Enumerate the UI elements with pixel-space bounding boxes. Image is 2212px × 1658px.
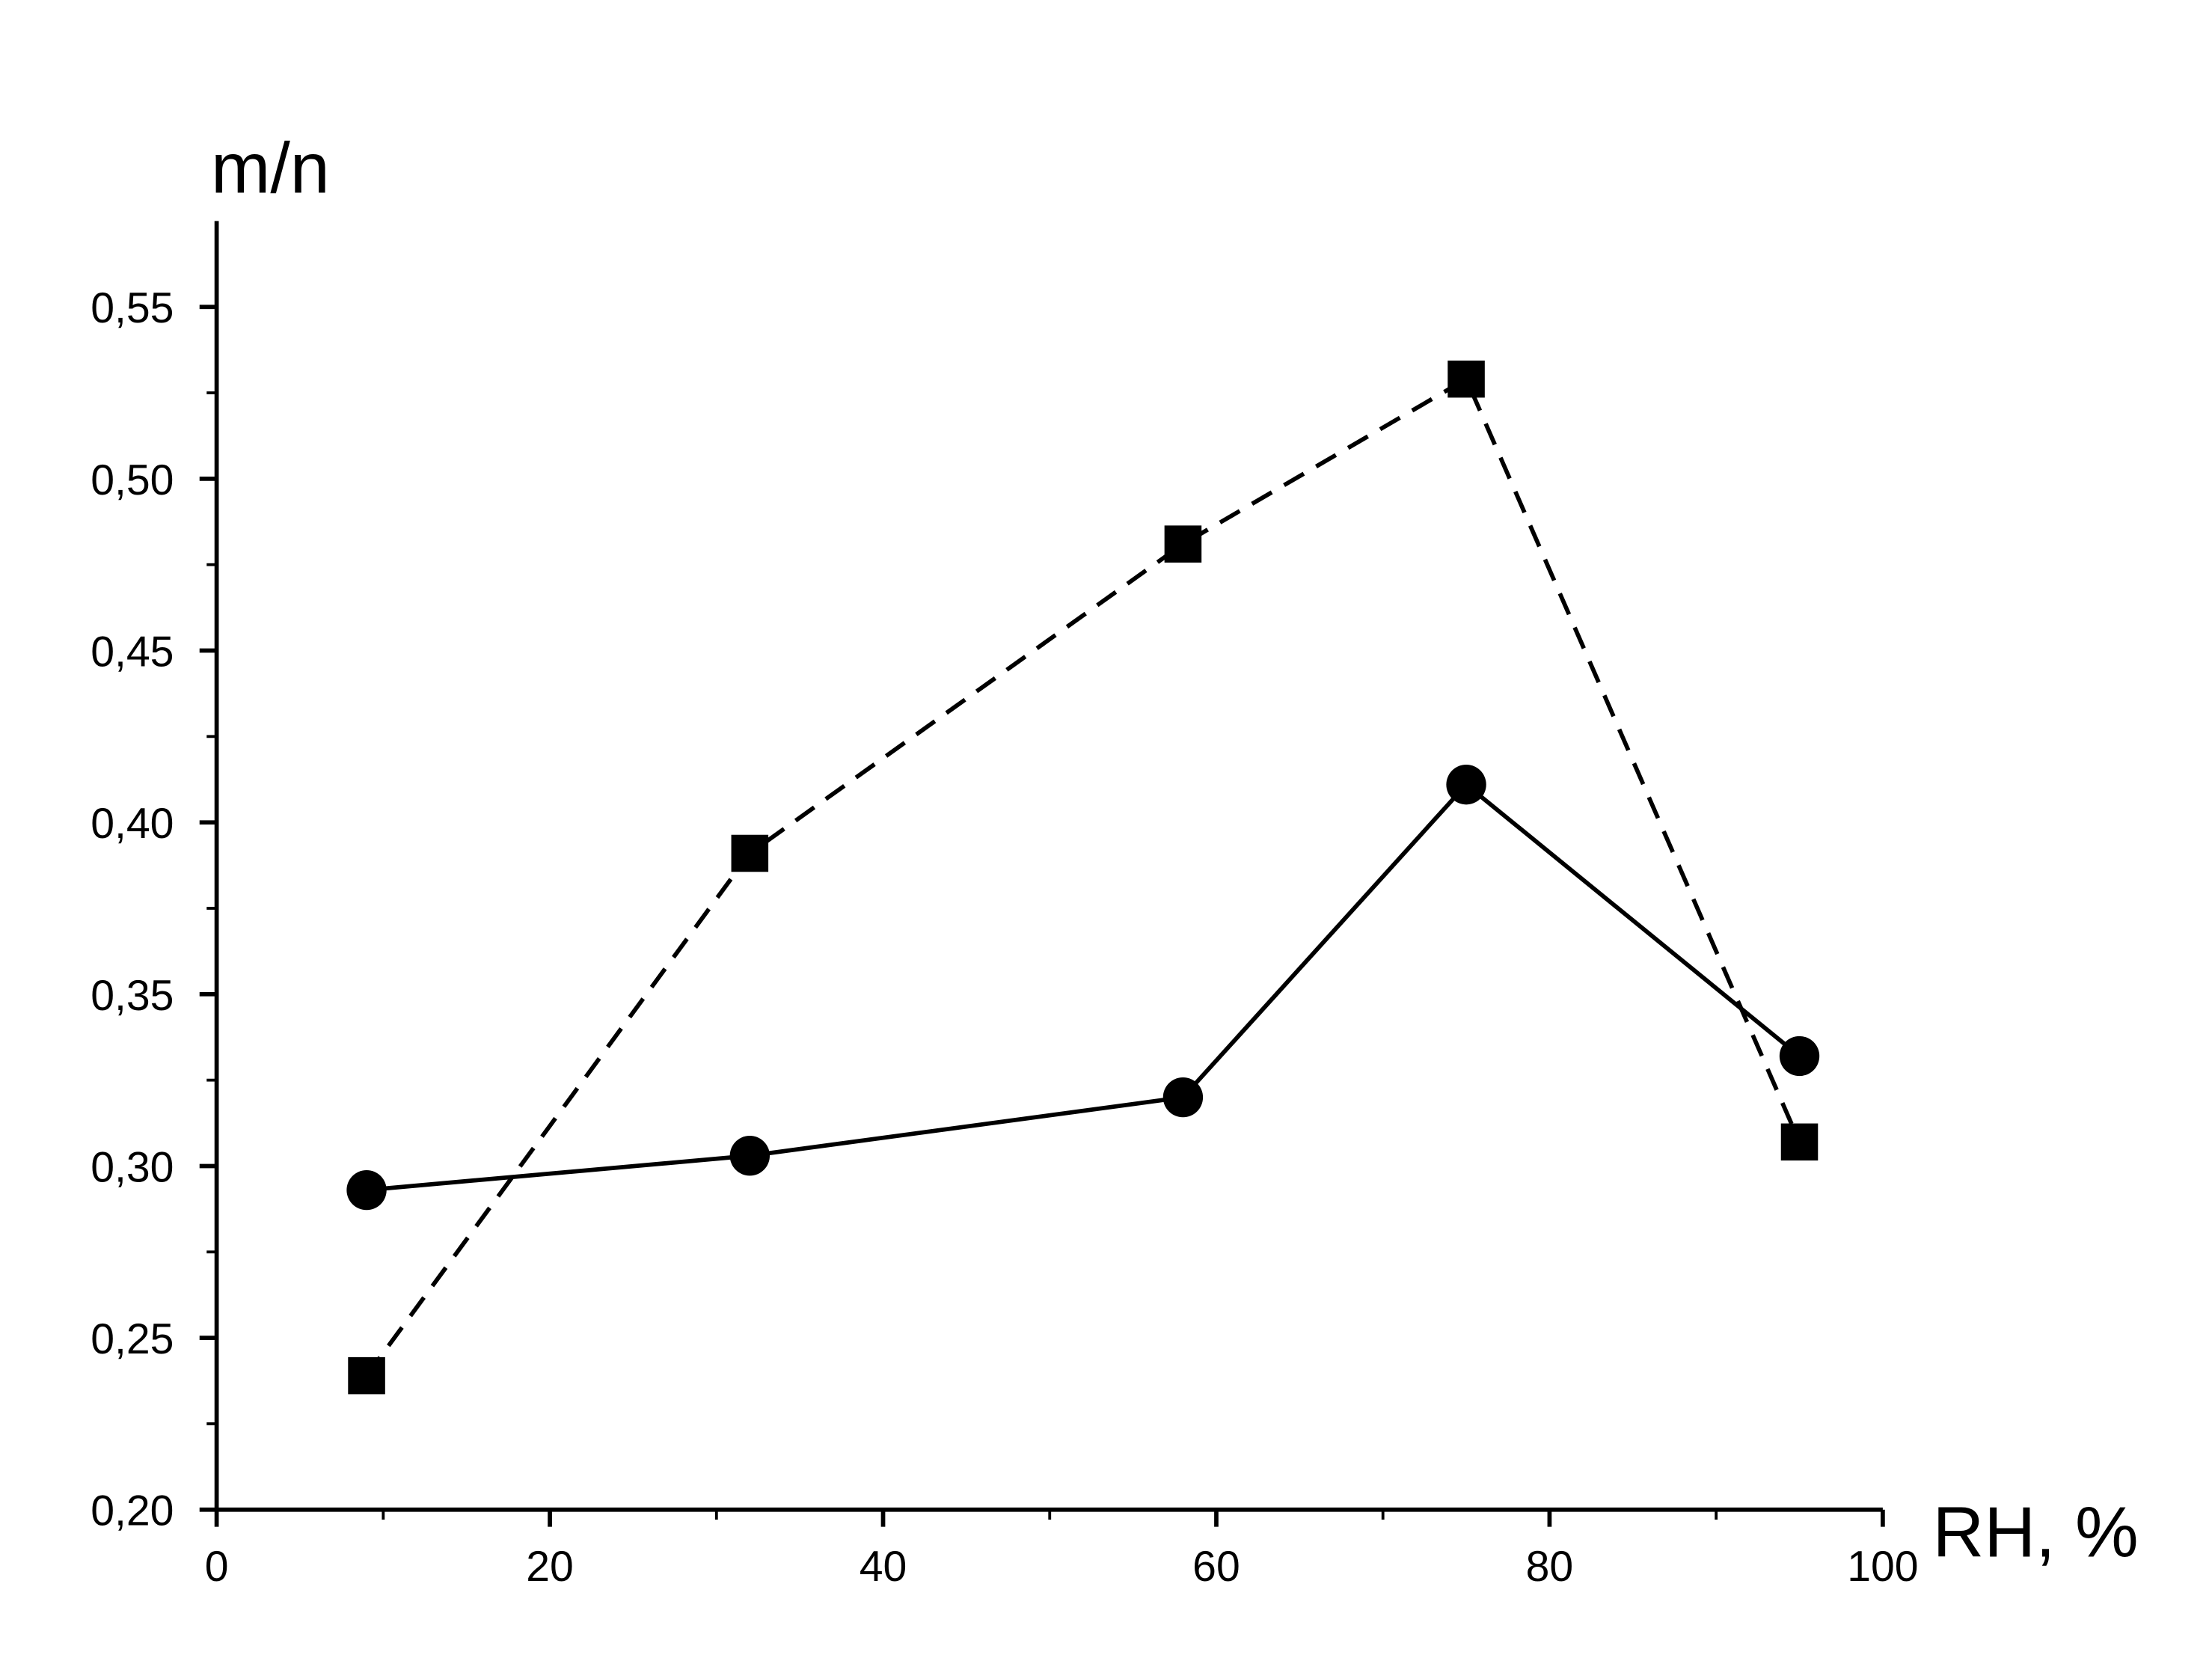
square-marker [348,1356,385,1395]
x-tick-label: 100 [1847,1543,1918,1591]
y-tick-label: 0,45 [91,628,174,676]
x-tick-label: 40 [860,1543,907,1591]
y-tick-label: 0,35 [91,972,174,1020]
x-tick-label: 0 [205,1543,229,1591]
series-line [364,376,1802,1377]
y-tick-label: 0,40 [91,800,174,848]
y-tick-label: 0,55 [91,284,174,332]
circle-marker [1162,1077,1204,1118]
x-axis-label: RH, % [1933,1493,2139,1573]
y-axis-label: m/n [211,129,330,208]
y-tick-label: 0,30 [91,1143,174,1191]
y-tick-label: 0,20 [91,1487,174,1535]
circle-marker [346,1169,387,1211]
square-marker [1164,525,1202,563]
square-marker [1780,1123,1819,1161]
x-tick-label: 80 [1526,1543,1574,1591]
series-line [366,781,1801,1193]
x-tick-label: 20 [526,1543,574,1591]
y-tick-label: 0,50 [91,456,174,504]
square-marker [731,834,769,872]
circle-marker [1446,764,1486,805]
square-marker [1447,360,1485,398]
circle-marker [1779,1036,1820,1077]
x-tick-label: 60 [1192,1543,1240,1591]
circle-marker [729,1136,770,1176]
y-tick-label: 0,25 [91,1315,174,1363]
